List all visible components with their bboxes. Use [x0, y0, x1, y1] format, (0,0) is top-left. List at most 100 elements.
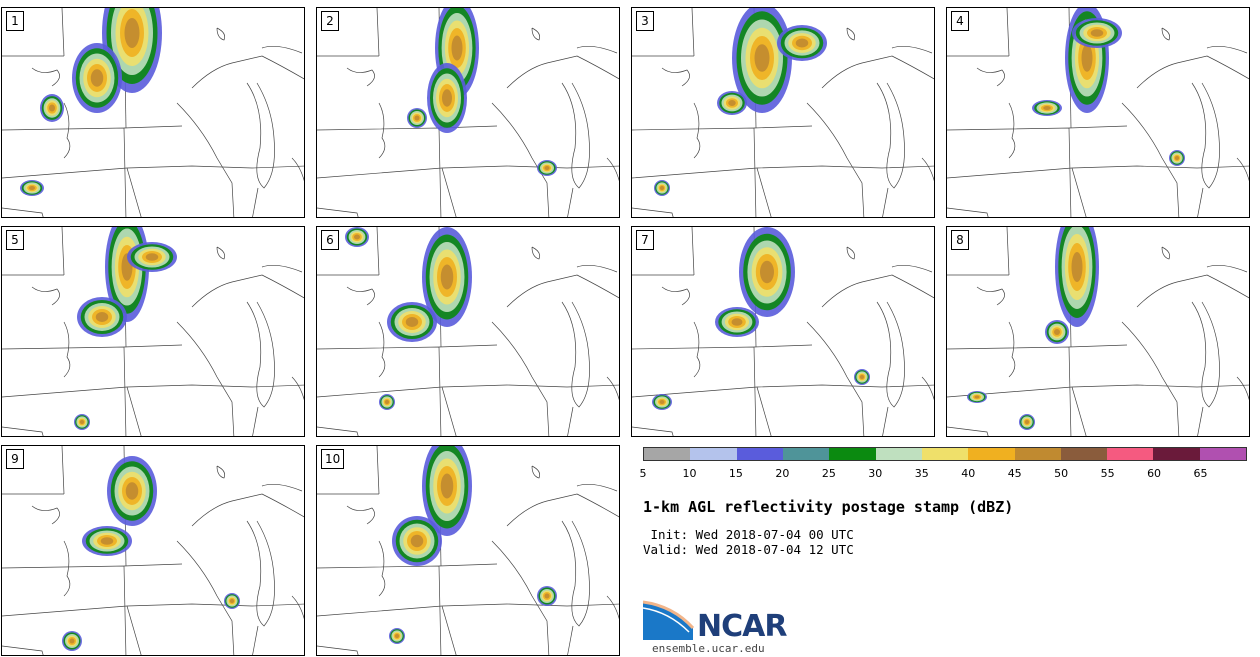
boundary-line: [1071, 386, 1087, 436]
boundary-line: [882, 187, 889, 217]
boundary-line: [346, 67, 375, 87]
reflectivity-echo: [544, 166, 550, 170]
boundary-line: [246, 82, 275, 189]
boundary-line: [441, 605, 457, 655]
boundary-line: [126, 605, 142, 655]
reflectivity-echo: [124, 18, 140, 48]
boundary-line: [693, 102, 701, 159]
boundary-line: [491, 540, 550, 655]
ensemble-member-panel: 6: [316, 226, 620, 437]
boundary-line: [576, 46, 618, 54]
boundary-line: [606, 157, 619, 182]
boundary-line: [567, 625, 574, 655]
boundary-line: [61, 446, 65, 495]
member-number: 2: [321, 11, 339, 31]
reflectivity-echo: [95, 312, 109, 322]
boundary-line: [63, 102, 71, 159]
boundary-line: [921, 376, 934, 401]
ensemble-member-panel: 1: [1, 7, 305, 218]
ensemble-member-panel: 8: [946, 226, 1250, 437]
boundary-line: [947, 207, 989, 217]
boundary-line: [561, 301, 590, 408]
boundary-line: [531, 27, 541, 41]
boundary-line: [126, 386, 142, 436]
reflectivity-echo: [395, 634, 399, 638]
reflectivity-echo: [354, 234, 360, 240]
boundary-line: [691, 227, 695, 276]
boundary-line: [63, 321, 71, 378]
colorbar-tick-label: 15: [728, 467, 743, 480]
colorbar-segment: [644, 448, 691, 460]
ncar-logo-icon: [643, 600, 695, 640]
boundary-line: [506, 55, 619, 89]
boundary-line: [753, 125, 813, 129]
reflectivity-echo: [660, 186, 664, 190]
boundary-line: [376, 446, 380, 495]
colorbar-segment: [782, 448, 830, 460]
boundary-line: [438, 344, 498, 348]
init-time: Init: Wed 2018-07-04 00 UTC: [643, 527, 854, 542]
member-number: 4: [951, 11, 969, 31]
colorbar-tick-label: 50: [1054, 467, 1069, 480]
boundary-line: [61, 8, 65, 57]
boundary-line: [2, 603, 304, 617]
boundary-line: [756, 167, 772, 217]
colorbar-segment: [690, 448, 737, 460]
reflectivity-echo: [405, 317, 419, 327]
boundary-line: [756, 386, 772, 436]
reflectivity-echo: [230, 599, 234, 603]
reflectivity-echo: [440, 473, 454, 499]
boundary-line: [947, 165, 1249, 179]
boundary-line: [976, 286, 1005, 306]
boundary-line: [216, 465, 226, 479]
boundary-line: [1191, 301, 1220, 408]
boundary-line: [1197, 187, 1204, 217]
boundary-line: [1006, 227, 1010, 276]
boundary-line: [1006, 8, 1010, 57]
colorbar-segment: [1060, 448, 1108, 460]
boundary-line: [632, 384, 934, 398]
reflectivity-map: [2, 446, 304, 655]
reflectivity-echo: [69, 638, 75, 644]
boundary-line: [246, 520, 275, 627]
member-number: 1: [6, 11, 24, 31]
boundary-line: [317, 603, 619, 617]
boundary-line: [216, 27, 226, 41]
reflectivity-echo: [49, 104, 55, 112]
boundary-line: [693, 321, 701, 378]
reflectivity-echo: [1043, 106, 1051, 110]
reflectivity-map: [317, 8, 619, 217]
colorbar-tick-label: 55: [1100, 467, 1115, 480]
reflectivity-echo: [1175, 156, 1179, 160]
boundary-line: [291, 595, 304, 620]
reflectivity-echo: [860, 375, 864, 379]
boundary-line: [346, 505, 375, 525]
boundary-line: [576, 265, 618, 273]
boundary-line: [191, 55, 304, 89]
reflectivity-echo: [659, 400, 665, 404]
reflectivity-echo: [1090, 29, 1104, 37]
boundary-line: [31, 505, 60, 525]
member-number: 8: [951, 230, 969, 250]
boundary-line: [1236, 376, 1249, 401]
boundary-line: [1161, 27, 1171, 41]
boundary-line: [1068, 344, 1128, 348]
colorbar-tick-label: 25: [821, 467, 836, 480]
boundary-line: [123, 563, 183, 567]
source-url: ensemble.ucar.edu: [652, 642, 765, 655]
boundary-line: [606, 376, 619, 401]
boundary-line: [176, 321, 235, 436]
reflectivity-echo: [1081, 44, 1093, 72]
colorbar-segment: [968, 448, 1015, 460]
boundary-line: [176, 540, 235, 655]
boundary-line: [1206, 265, 1248, 273]
ensemble-member-panel: 10: [316, 445, 620, 656]
reflectivity-map: [947, 227, 1249, 436]
boundary-line: [632, 207, 674, 217]
boundary-line: [491, 102, 550, 217]
boundary-line: [1121, 321, 1180, 436]
reflectivity-echo: [731, 318, 743, 326]
boundary-line: [176, 102, 235, 217]
boundary-line: [252, 406, 259, 436]
boundary-line: [876, 301, 905, 408]
